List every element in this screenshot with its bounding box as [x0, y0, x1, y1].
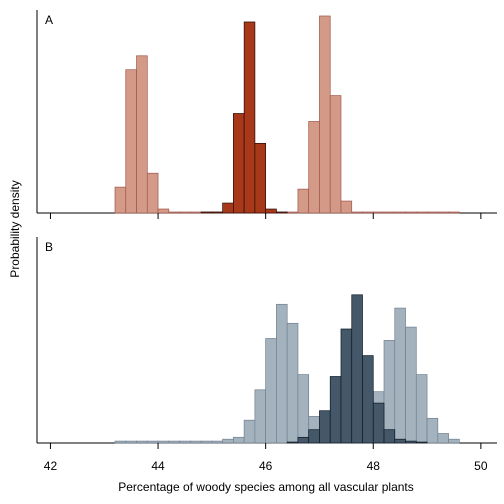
- histogram-bar: [189, 211, 202, 214]
- histogram-bar: [308, 429, 320, 444]
- histogram-bar: [426, 211, 439, 214]
- histogram-bar: [297, 188, 310, 214]
- histogram-bar: [222, 202, 234, 214]
- histogram-bar: [340, 200, 353, 214]
- histogram-bar: [146, 172, 159, 214]
- histogram-bar: [308, 121, 320, 214]
- histogram-bar: [362, 211, 374, 214]
- histogram-bar: [136, 440, 148, 444]
- histogram-bar: [254, 143, 267, 214]
- histogram-bar: [276, 303, 288, 444]
- histogram-bar: [286, 322, 299, 444]
- histogram-bar: [297, 374, 310, 444]
- histogram-bar: [136, 55, 148, 214]
- histogram-bar: [168, 211, 180, 214]
- histogram-bar: [179, 211, 191, 214]
- histogram-bar: [276, 211, 288, 214]
- histogram-bar: [394, 438, 406, 444]
- histogram-bar: [415, 441, 428, 444]
- histogram-bar: [211, 211, 223, 214]
- histogram-bar: [125, 69, 137, 214]
- histogram-bar: [394, 211, 406, 214]
- histogram-bar: [448, 438, 460, 444]
- x-tick-label: 44: [151, 459, 165, 473]
- x-tick-label: 42: [44, 459, 58, 473]
- histogram-bar: [351, 211, 363, 214]
- histogram-bar: [351, 294, 363, 444]
- histogram-bar: [168, 440, 180, 444]
- histogram-bar: [394, 307, 406, 444]
- histogram-bar: [146, 440, 159, 444]
- panel-b-label: B: [45, 240, 53, 254]
- histogram-bar: [222, 438, 234, 444]
- histogram-bar: [383, 429, 396, 444]
- histogram-bar: [297, 436, 310, 444]
- histogram-bar: [448, 211, 460, 214]
- histogram-bar: [211, 440, 223, 444]
- histogram-bar: [319, 15, 331, 214]
- histogram-bar: [372, 402, 385, 444]
- histogram-bar: [179, 440, 191, 444]
- histogram-bar: [157, 208, 170, 214]
- histogram-bar: [415, 374, 428, 444]
- histogram-bar: [405, 326, 417, 444]
- histogram-bar: [114, 440, 127, 444]
- x-axis-title: Percentage of woody species among all va…: [118, 480, 414, 494]
- histogram-bar: [362, 355, 374, 444]
- histogram-bar: [189, 440, 202, 444]
- panel-b: 42 44 46 48 50 B: [36, 237, 497, 473]
- histogram-bar: [329, 95, 342, 214]
- histogram-bar: [405, 211, 417, 214]
- histogram-bar: [286, 441, 299, 444]
- histogram-bar: [415, 211, 428, 214]
- histogram-bar: [383, 211, 396, 214]
- x-tick-label: 50: [474, 459, 488, 473]
- histogram-bar: [125, 440, 137, 444]
- histogram-bar: [437, 433, 449, 444]
- histogram-bar: [157, 440, 170, 444]
- histogram-bar: [340, 328, 353, 444]
- histogram-bar: [437, 211, 449, 214]
- histogram-bar: [233, 436, 245, 444]
- x-tick-label: 48: [367, 459, 381, 473]
- histogram-bar: [265, 208, 277, 214]
- histogram-bar: [233, 113, 245, 214]
- histogram-bar: [254, 389, 267, 444]
- histogram-bar: [243, 21, 256, 214]
- histogram-bar: [200, 440, 213, 444]
- histogram-bar: [319, 410, 331, 444]
- histogram-bar: [286, 211, 299, 214]
- histogram-bar: [372, 211, 385, 214]
- x-tick-label: 46: [259, 459, 273, 473]
- histogram-bar: [200, 211, 213, 214]
- histogram-bar: [243, 419, 256, 444]
- histogram-bar: [265, 338, 277, 444]
- panel-a-label: A: [45, 13, 53, 27]
- histogram-bar: [114, 186, 127, 214]
- histogram-bar: [383, 340, 396, 444]
- y-axis-title: Probability density: [8, 180, 22, 277]
- panel-a: A: [36, 10, 497, 219]
- histogram-bar: [405, 440, 417, 444]
- histogram-bar: [426, 417, 439, 444]
- histogram-bar: [329, 376, 342, 444]
